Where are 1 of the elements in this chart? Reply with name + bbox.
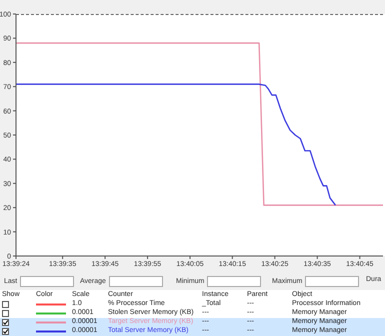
line-series: [16, 84, 336, 206]
